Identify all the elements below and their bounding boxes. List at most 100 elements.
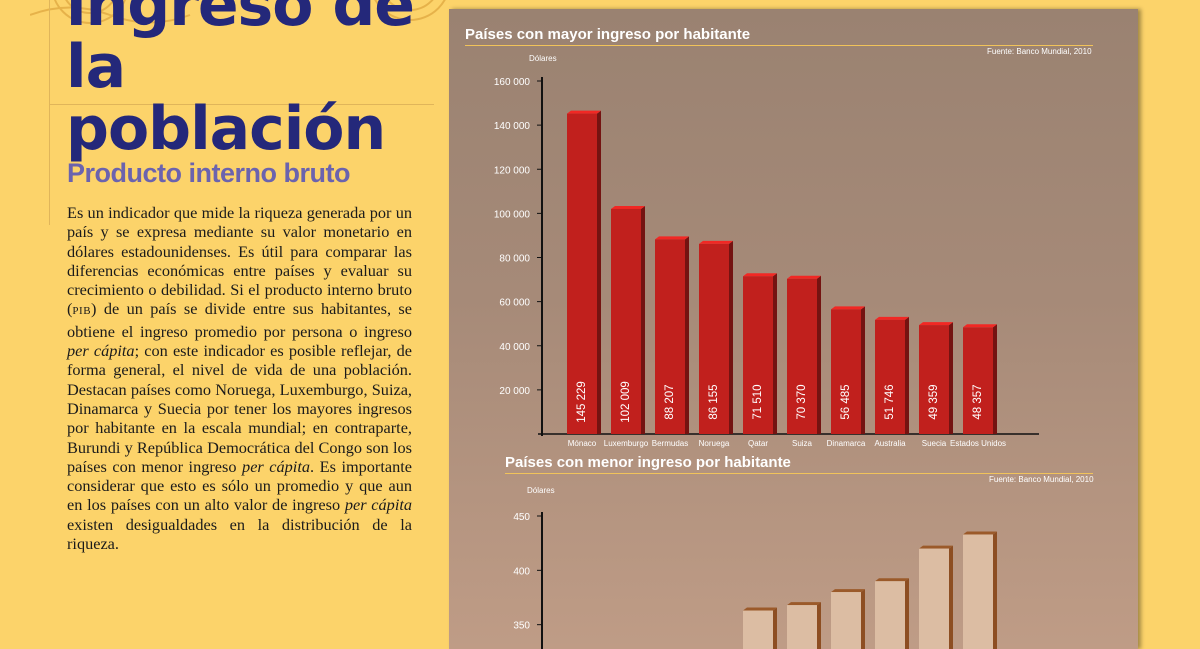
bar-top bbox=[611, 205, 645, 209]
bar-side bbox=[861, 589, 865, 649]
y-tick-label: 80 000 bbox=[499, 254, 530, 265]
category-label: Estados Unidos bbox=[950, 439, 1006, 448]
bar bbox=[787, 605, 817, 649]
y-tick-label: 350 bbox=[513, 621, 530, 632]
chart-source-low: Fuente: Banco Mundial, 2010 bbox=[989, 475, 1094, 484]
bar-side bbox=[729, 240, 733, 434]
bar bbox=[919, 325, 949, 434]
bar-side bbox=[949, 545, 953, 649]
y-tick-label: 400 bbox=[513, 566, 530, 577]
bar-top bbox=[699, 240, 733, 244]
bar-side bbox=[597, 110, 601, 435]
bar-top bbox=[567, 110, 601, 114]
article-paragraph: Es un indicador que mide la riqueza gene… bbox=[67, 203, 412, 553]
bar-top bbox=[875, 578, 909, 582]
y-tick-label: 120 000 bbox=[494, 165, 531, 176]
category-label: Mónaco bbox=[568, 439, 597, 448]
text-run: ) de un país se divide entre sus habitan… bbox=[67, 299, 412, 341]
bar-side bbox=[817, 602, 821, 649]
chart-title-rule bbox=[465, 45, 1093, 46]
bar bbox=[743, 276, 773, 434]
chart-title-rule bbox=[505, 473, 1093, 474]
abbreviation: PIB bbox=[72, 305, 92, 318]
bar bbox=[699, 243, 729, 434]
bar-top bbox=[787, 602, 821, 606]
chart-panel: Países con mayor ingreso por habitante F… bbox=[449, 9, 1138, 649]
text-run: existen desigualdades en la distribución… bbox=[67, 514, 412, 554]
category-label: Dinamarca bbox=[827, 439, 866, 448]
bar-top bbox=[831, 589, 865, 593]
y-tick-label: 140 000 bbox=[494, 121, 531, 132]
bar-side bbox=[993, 324, 997, 434]
bar-value-label: 51 746 bbox=[884, 384, 896, 419]
section-heading: Producto interno bruto bbox=[67, 158, 350, 188]
bar bbox=[655, 239, 685, 434]
bar bbox=[963, 327, 993, 434]
chart-ylabel-high: Dólares bbox=[529, 54, 557, 63]
bar-top bbox=[787, 275, 821, 279]
bar-value-label: 49 359 bbox=[928, 384, 940, 419]
bar bbox=[875, 581, 905, 649]
bar-top bbox=[963, 324, 997, 328]
category-label: Qatar bbox=[748, 439, 768, 448]
bar-value-label: 71 510 bbox=[752, 384, 764, 419]
category-label: Bermudas bbox=[652, 439, 688, 448]
bar-value-label: 88 207 bbox=[664, 384, 676, 419]
bar-value-label: 86 155 bbox=[708, 384, 720, 419]
bar-top bbox=[743, 607, 777, 611]
bar bbox=[787, 278, 817, 434]
bar bbox=[919, 548, 949, 649]
bar-value-label: 102 009 bbox=[620, 381, 632, 423]
bar bbox=[567, 113, 597, 435]
text-run: Es un indicador que mide la riqueza gene… bbox=[67, 203, 412, 319]
bar-top bbox=[831, 306, 865, 310]
bar-side bbox=[905, 578, 909, 649]
bar bbox=[831, 309, 861, 434]
bar-side bbox=[641, 205, 645, 434]
category-label: Australia bbox=[874, 439, 906, 448]
bar-value-label: 70 370 bbox=[796, 384, 808, 419]
bar-top bbox=[875, 316, 909, 320]
bar-top bbox=[655, 236, 689, 240]
y-tick-label: 100 000 bbox=[494, 209, 531, 220]
chart-title-low: Países con menor ingreso por habitante bbox=[505, 454, 791, 471]
bar-side bbox=[861, 306, 865, 434]
bar bbox=[963, 534, 993, 649]
bar-side bbox=[949, 322, 953, 434]
decorative-pattern bbox=[30, 0, 446, 24]
chart-source-high: Fuente: Banco Mundial, 2010 bbox=[987, 47, 1092, 56]
bar-value-label: 48 357 bbox=[972, 384, 984, 419]
article-column: ingreso de la población Producto interno… bbox=[0, 0, 446, 630]
bar-top bbox=[743, 273, 777, 277]
text-run: ; con este indicador es posible reflejar… bbox=[67, 341, 412, 476]
bar-top bbox=[919, 322, 953, 326]
bar-side bbox=[685, 236, 689, 434]
page-title: ingreso de la población bbox=[66, 0, 440, 160]
bar-value-label: 56 485 bbox=[840, 384, 852, 419]
bar-side bbox=[817, 275, 821, 434]
bar-side bbox=[773, 607, 777, 649]
y-tick-label: 450 bbox=[513, 512, 530, 523]
chart-low-income: 350 400 450 bbox=[513, 512, 997, 649]
text-run: . Es importante considerar que esto es s… bbox=[67, 456, 412, 515]
chart-ylabel-low: Dólares bbox=[527, 486, 555, 495]
bar-value-label: 145 229 bbox=[576, 381, 588, 423]
category-label: Luxemburgo bbox=[604, 439, 649, 448]
title-line-1: ingreso de bbox=[66, 0, 415, 40]
divider-horizontal bbox=[49, 104, 434, 105]
bar-top bbox=[919, 545, 953, 549]
bar-top bbox=[963, 531, 997, 535]
chart-title-high: Países con mayor ingreso por habitante bbox=[465, 26, 751, 43]
y-tick-label: 160 000 bbox=[494, 77, 531, 88]
category-label: Suecia bbox=[922, 439, 947, 448]
bar bbox=[875, 319, 905, 434]
chart-high-income: 20 000 40 000 60 000 80 000 100 000 120 000 14… bbox=[494, 77, 1039, 448]
emphasis: per cápita bbox=[242, 456, 310, 476]
y-tick-label: 60 000 bbox=[499, 298, 530, 309]
emphasis: per cápita bbox=[344, 495, 413, 515]
y-tick-label: 20 000 bbox=[499, 386, 530, 397]
divider-vertical bbox=[49, 0, 50, 225]
category-label: Noruega bbox=[699, 439, 730, 448]
bar-side bbox=[993, 531, 997, 649]
bar-side bbox=[905, 316, 909, 434]
